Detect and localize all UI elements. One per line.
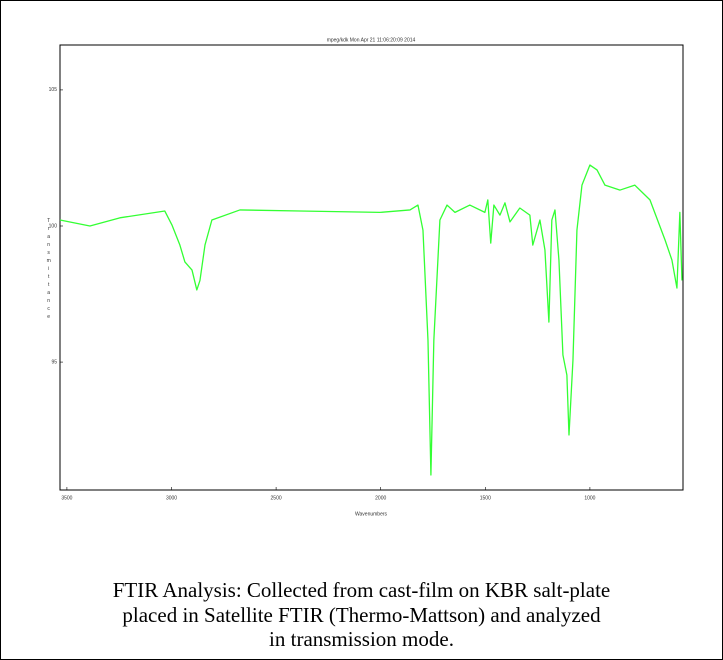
y-axis-label: Transmittance [46,218,52,322]
x-tick-label: 3500 [61,495,72,501]
spectrum-line [59,164,683,476]
chart: mpeg/kdk Mon Apr 21 11:06:20:09 2014 Wav… [46,37,684,517]
x-tick-label: 2000 [375,495,386,501]
x-tick-label: 2500 [271,495,282,501]
y-tick-label: 100 [49,223,58,229]
caption-line: FTIR Analysis: Collected from cast-film … [112,578,611,602]
x-tick-label: 1000 [584,495,595,501]
x-axis-label: Wavenumbers [355,511,388,517]
caption-line: in transmission mode. [269,627,454,651]
plot-frame [59,44,684,491]
caption: FTIR Analysis: Collected from cast-film … [20,578,703,652]
x-tick-label: 1500 [480,495,491,501]
y-tick-label: 105 [49,87,58,93]
x-tick-label: 3000 [166,495,177,501]
caption-line: placed in Satellite FTIR (Thermo-Mattson… [122,602,601,627]
chart-title: mpeg/kdk Mon Apr 21 11:06:20:09 2014 [327,37,416,43]
y-tick-label: 95 [51,359,57,365]
